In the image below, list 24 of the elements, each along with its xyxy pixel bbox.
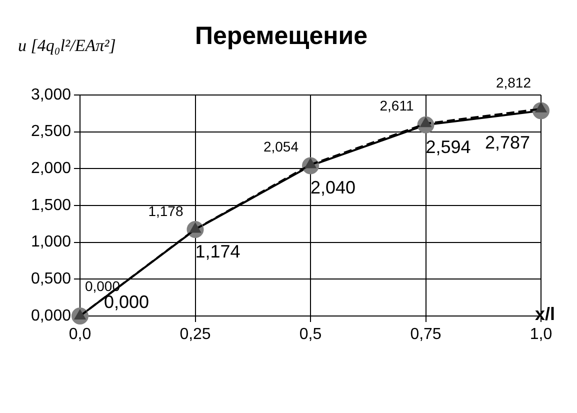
x-tick-label: 0,75 [410,326,442,344]
data-label: 1,174 [195,241,240,262]
data-label: 0,000 [104,292,150,312]
y-axis-title: u [4q₀l²/EAπ²] [18,36,116,56]
y-tick-label: 1,500 [30,196,72,214]
data-label: 2,787 [485,132,530,153]
data-label: 1,178 [148,203,184,220]
x-tick-label: 0,25 [180,326,211,344]
data-label: 2,594 [426,136,471,157]
data-label: 0,000 [84,278,120,294]
y-tick-label: 3,000 [30,86,72,104]
data-label: 2,812 [496,74,532,91]
y-tick-label: 2,000 [30,160,72,178]
y-tick-label: 1,000 [30,234,72,251]
data-label: 2,040 [310,178,356,198]
y-tick-label: 0,000 [30,307,72,324]
y-tick-label: 0,500 [30,270,72,288]
y-tick-label: 2,500 [30,123,72,140]
x-tick-label: 1,0 [530,326,552,344]
data-label: 2,611 [380,98,414,114]
chart-title: Перемещение [195,22,368,51]
data-label: 2,054 [263,138,299,155]
x-tick-label: 0,0 [68,326,92,344]
x-tick-label: 0,5 [299,326,322,344]
